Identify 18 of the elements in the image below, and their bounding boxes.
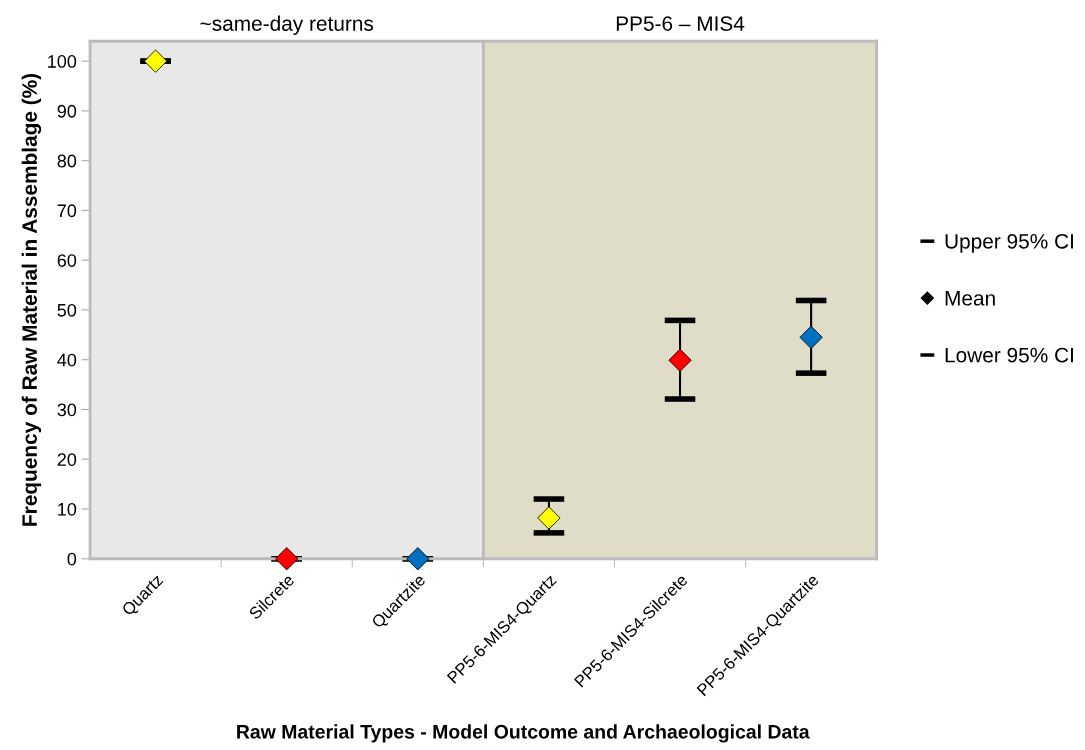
y-tick-label: 50 [57, 303, 77, 317]
band-label: ~same-day returns [200, 15, 374, 36]
x-axis-title: Raw Material Types - Model Outcome and Archaeological Data [237, 724, 810, 743]
y-tick-label: 20 [57, 453, 77, 466]
text: Mean [945, 291, 995, 306]
y-tick-label: 80 [57, 154, 77, 168]
y-tick-label: 0 [67, 552, 77, 566]
band-label: PP5-6 – MIS4 [616, 16, 745, 31]
y-tick-label: 90 [57, 104, 77, 118]
y-tick-label: 40 [57, 353, 77, 367]
y-axis-title: Frequency of Raw Material in Assemblage (%) [21, 73, 42, 526]
text: Lower 95% CI [945, 347, 1073, 363]
text: Upper 95% CI [945, 233, 1073, 253]
y-tick-label: 60 [57, 254, 77, 267]
y-tick-label: 30 [57, 403, 77, 417]
y-tick-label: 70 [57, 204, 77, 218]
y-tick-label: 100 [48, 55, 77, 68]
y-tick-label: 10 [58, 502, 77, 516]
